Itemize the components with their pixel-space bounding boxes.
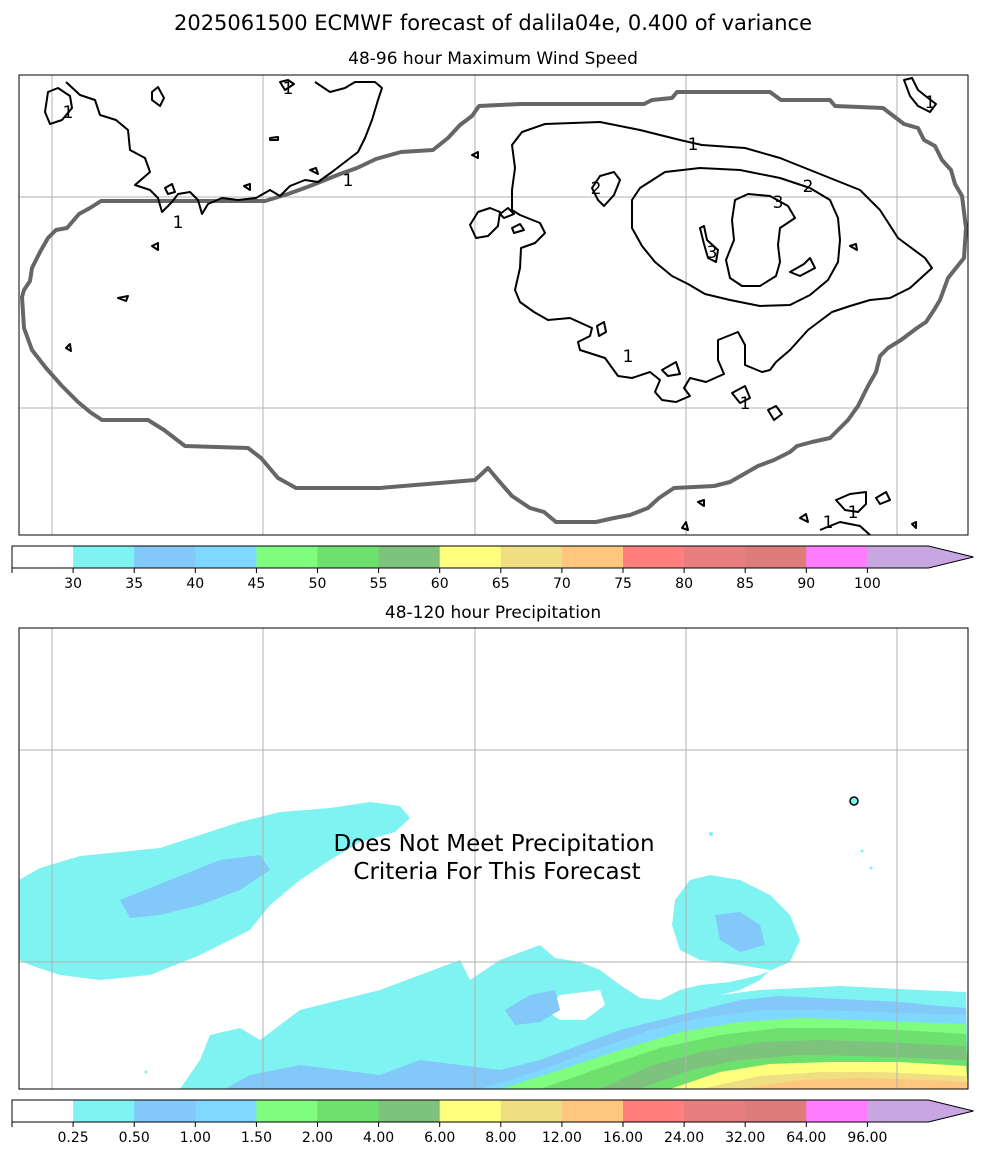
colorbar-tick-label: 70 (553, 576, 571, 592)
colorbar-bin (684, 1100, 746, 1122)
precip-speck (860, 849, 864, 853)
colorbar-bin (195, 1100, 257, 1122)
precip-speck (144, 1070, 148, 1074)
colorbar-bin (134, 546, 196, 568)
colorbar-bin (12, 1100, 74, 1122)
colorbar-bin (378, 546, 441, 568)
colorbar-tick-label: 32.00 (725, 1130, 765, 1146)
colorbar-bin (500, 1100, 563, 1122)
colorbar-tick-label: 45 (247, 576, 265, 592)
colorbar-bin (195, 546, 257, 568)
colorbar-tick-label: 75 (614, 576, 632, 592)
colorbar-bin (867, 546, 974, 568)
precip-speck (849, 796, 859, 806)
colorbar-tick-label: 100 (854, 576, 881, 592)
contour-label: 1 (63, 103, 74, 123)
colorbar-bin (73, 1100, 135, 1122)
colorbar-bin (500, 546, 563, 568)
contour-label: 1 (623, 347, 634, 367)
precip-plot-frame (18, 627, 969, 1090)
colorbar-bin (256, 1100, 318, 1122)
wind-panel-title: 48-96 hour Maximum Wind Speed (348, 49, 638, 69)
wind-gridlines (19, 75, 968, 535)
colorbar-tick-label: 24.00 (664, 1130, 704, 1146)
precip-speck (869, 866, 873, 870)
colorbar-outline (11, 545, 974, 569)
contour-label: 1 (740, 394, 751, 414)
colorbar-tick-label: 2.00 (302, 1130, 333, 1146)
colorbar-tick-label: 35 (125, 576, 143, 592)
colorbar-tick-label: 50 (309, 576, 327, 592)
contour-label: 1 (823, 513, 834, 533)
contour-label: 1 (283, 79, 294, 99)
contour-label: 2 (803, 177, 814, 197)
colorbar-bin (623, 1100, 685, 1122)
colorbar-outline (11, 1099, 974, 1123)
colorbar-bin (806, 546, 868, 568)
colorbar-tick-label: 1.50 (241, 1130, 272, 1146)
contour-label: 1 (343, 171, 354, 191)
wind-plot-frame (18, 74, 969, 536)
colorbar-tick-label: 60 (431, 576, 449, 592)
contour-label: 1 (848, 503, 859, 523)
precip-panel-title: 48-120 hour Precipitation (385, 603, 601, 623)
colorbar-bin (745, 1100, 807, 1122)
colorbar-tick-label: 0.25 (58, 1130, 89, 1146)
precip-criteria-note: Criteria For This Forecast (353, 859, 640, 885)
colorbar-tick-label: 6.00 (424, 1130, 455, 1146)
wind-contours (44, 77, 937, 535)
colorbar-bin (256, 546, 318, 568)
colorbar-tick-label: 90 (797, 576, 815, 592)
colorbar-tick-label: 16.00 (603, 1130, 643, 1146)
contour-label: 3 (707, 243, 718, 263)
contour-label: 1 (173, 213, 184, 233)
precip-criteria-note: Does Not Meet Precipitation (333, 831, 654, 857)
colorbar-tick-label: 8.00 (485, 1130, 516, 1146)
colorbar-tick-label: 1.00 (180, 1130, 211, 1146)
colorbar-tick-label: 85 (736, 576, 754, 592)
wind-colorbar: 30 35 40 45 50 55 60 65 70 75 80 85 90 100 (11, 545, 974, 592)
colorbar-tick-label: 30 (64, 576, 82, 592)
colorbar-tick-label: 96.00 (847, 1130, 887, 1146)
colorbar-tick-label: 4.00 (363, 1130, 394, 1146)
colorbar-bin (439, 1100, 502, 1122)
colorbar-tick-label: 0.50 (119, 1130, 150, 1146)
colorbar-bin (684, 546, 746, 568)
colorbar-bin (73, 546, 135, 568)
colorbar-bin (134, 1100, 196, 1122)
wind-panel: 48-96 hour Maximum Wind Speed (18, 49, 969, 536)
contour-label: 1 (688, 135, 699, 155)
colorbar-tick-label: 64.00 (786, 1130, 826, 1146)
precip-fill-16.00 (740, 1078, 968, 1089)
colorbar-bin (439, 546, 502, 568)
wind-contour-labels: 1 1 1 1 1 1 1 1 1 1 2 2 3 3 (63, 79, 936, 533)
threshold-contour (20, 90, 968, 524)
colorbar-bin (317, 546, 380, 568)
contour-label: 1 (925, 93, 936, 113)
precip-gridlines (19, 628, 968, 1089)
colorbar-bin (317, 1100, 380, 1122)
precip-panel: 48-120 hour Precipitation (18, 603, 969, 1090)
colorbar-tick-label: 12.00 (542, 1130, 582, 1146)
contour-label: 2 (591, 179, 602, 199)
colorbar-tick-label: 65 (492, 576, 510, 592)
colorbar-bin (378, 1100, 441, 1122)
colorbar-bin (12, 546, 74, 568)
colorbar-bin (867, 1100, 974, 1122)
colorbar-bin (561, 546, 624, 568)
colorbar-bin (806, 1100, 868, 1122)
colorbar-tick-label: 80 (675, 576, 693, 592)
precip-colorbar: 0.25 0.50 1.00 1.50 2.00 4.00 6.00 8.00 12.00 16.… (11, 1099, 974, 1146)
colorbar-bin (623, 546, 685, 568)
figure-title: 2025061500 ECMWF forecast of dalila04e, … (174, 11, 812, 35)
colorbar-bin (561, 1100, 624, 1122)
colorbar-bin (745, 546, 807, 568)
colorbar-tick-label: 40 (186, 576, 204, 592)
precip-speck (709, 832, 713, 836)
contour-label: 3 (773, 193, 784, 213)
colorbar-tick-label: 55 (370, 576, 388, 592)
